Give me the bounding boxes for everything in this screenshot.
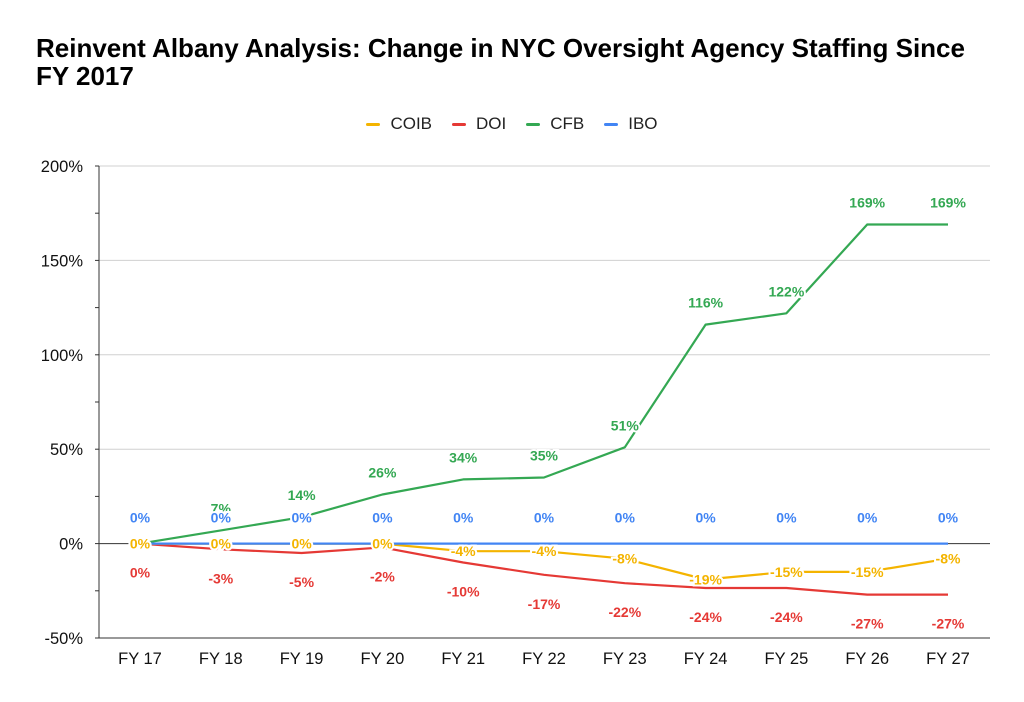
ibo-data-label: 0%: [857, 510, 878, 526]
legend-item-doi: DOI: [452, 114, 506, 134]
x-tick-label: FY 19: [280, 650, 324, 668]
cfb-data-label: 169%: [849, 195, 885, 211]
legend-label: DOI: [476, 114, 507, 133]
coib-data-label: -4%: [532, 543, 557, 559]
chart-title: Reinvent Albany Analysis: Change in NYC …: [36, 33, 965, 91]
ibo-data-label: 0%: [695, 510, 716, 526]
coib-data-label: -4%: [451, 543, 476, 559]
chart-legend: COIB DOI CFB IBO: [0, 112, 1024, 136]
legend-label: IBO: [628, 114, 658, 133]
legend-item-cfb: CFB: [526, 114, 584, 134]
ibo-data-label: 0%: [776, 510, 797, 526]
x-tick-label: FY 27: [926, 650, 970, 668]
doi-data-label: -17%: [528, 596, 561, 612]
y-tick-label: 0%: [59, 536, 83, 554]
legend-swatch: [604, 122, 619, 126]
ibo-data-label: 0%: [130, 510, 151, 526]
ibo-data-label: 0%: [453, 510, 474, 526]
ibo-data-label: 0%: [211, 510, 232, 526]
ibo-data-label: 0%: [938, 510, 959, 526]
ibo-data-label: 0%: [534, 510, 555, 526]
coib-data-label: -19%: [689, 571, 722, 587]
cfb-data-label: 14%: [288, 487, 317, 503]
x-tick-label: FY 20: [361, 650, 405, 668]
cfb-data-label: 34%: [449, 449, 478, 465]
cfb-data-label: 35%: [530, 448, 559, 464]
doi-data-label: -27%: [851, 616, 884, 632]
legend-swatch: [526, 122, 541, 126]
coib-data-label: -15%: [770, 564, 803, 580]
cfb-data-label: 116%: [688, 295, 724, 311]
y-tick-label: 150%: [41, 252, 84, 270]
x-tick-label: FY 24: [684, 650, 728, 668]
x-tick-label: FY 25: [765, 650, 809, 668]
doi-data-label: -5%: [289, 574, 314, 590]
cfb-data-label: 26%: [368, 465, 397, 481]
legend-item-coib: COIB: [366, 114, 432, 134]
y-tick-label: -50%: [44, 630, 83, 648]
doi-data-label: -24%: [689, 609, 722, 625]
x-tick-label: FY 23: [603, 650, 647, 668]
coib-data-label: 0%: [372, 536, 393, 552]
legend-swatch: [366, 122, 381, 126]
doi-data-label: -24%: [770, 609, 803, 625]
legend-swatch: [452, 122, 467, 126]
y-tick-label: 100%: [41, 347, 84, 365]
x-tick-label: FY 22: [522, 650, 566, 668]
x-tick-label: FY 18: [199, 650, 243, 668]
coib-data-label: -15%: [851, 564, 884, 580]
doi-data-label: 0%: [130, 565, 151, 581]
legend-label: CFB: [550, 114, 585, 133]
series-line-cfb: [139, 223, 948, 545]
cfb-data-label: 122%: [768, 283, 804, 299]
coib-data-label: 0%: [130, 536, 151, 552]
cfb-data-label: 169%: [930, 195, 966, 211]
doi-data-label: -22%: [608, 604, 641, 620]
series-line-doi: [139, 542, 948, 596]
coib-data-label: -8%: [936, 551, 961, 567]
y-tick-label: 200%: [41, 158, 84, 176]
coib-data-label: 0%: [291, 536, 312, 552]
x-tick-label: FY 17: [118, 650, 162, 668]
legend-label: COIB: [390, 114, 433, 133]
ibo-data-label: 0%: [615, 510, 636, 526]
coib-data-label: -8%: [612, 551, 637, 567]
legend-item-ibo: IBO: [604, 114, 658, 134]
x-tick-label: FY 26: [845, 650, 889, 668]
y-tick-label: 50%: [50, 441, 83, 459]
doi-data-label: -3%: [208, 570, 233, 586]
ibo-data-label: 0%: [291, 510, 312, 526]
x-tick-label: FY 21: [441, 650, 485, 668]
doi-data-label: -10%: [447, 583, 480, 599]
coib-data-label: 0%: [211, 536, 232, 552]
ibo-data-label: 0%: [372, 510, 393, 526]
doi-data-label: -2%: [370, 568, 395, 584]
cfb-data-label: 7%: [211, 500, 232, 516]
doi-data-label: -27%: [932, 616, 965, 632]
cfb-data-label: 51%: [611, 417, 640, 433]
